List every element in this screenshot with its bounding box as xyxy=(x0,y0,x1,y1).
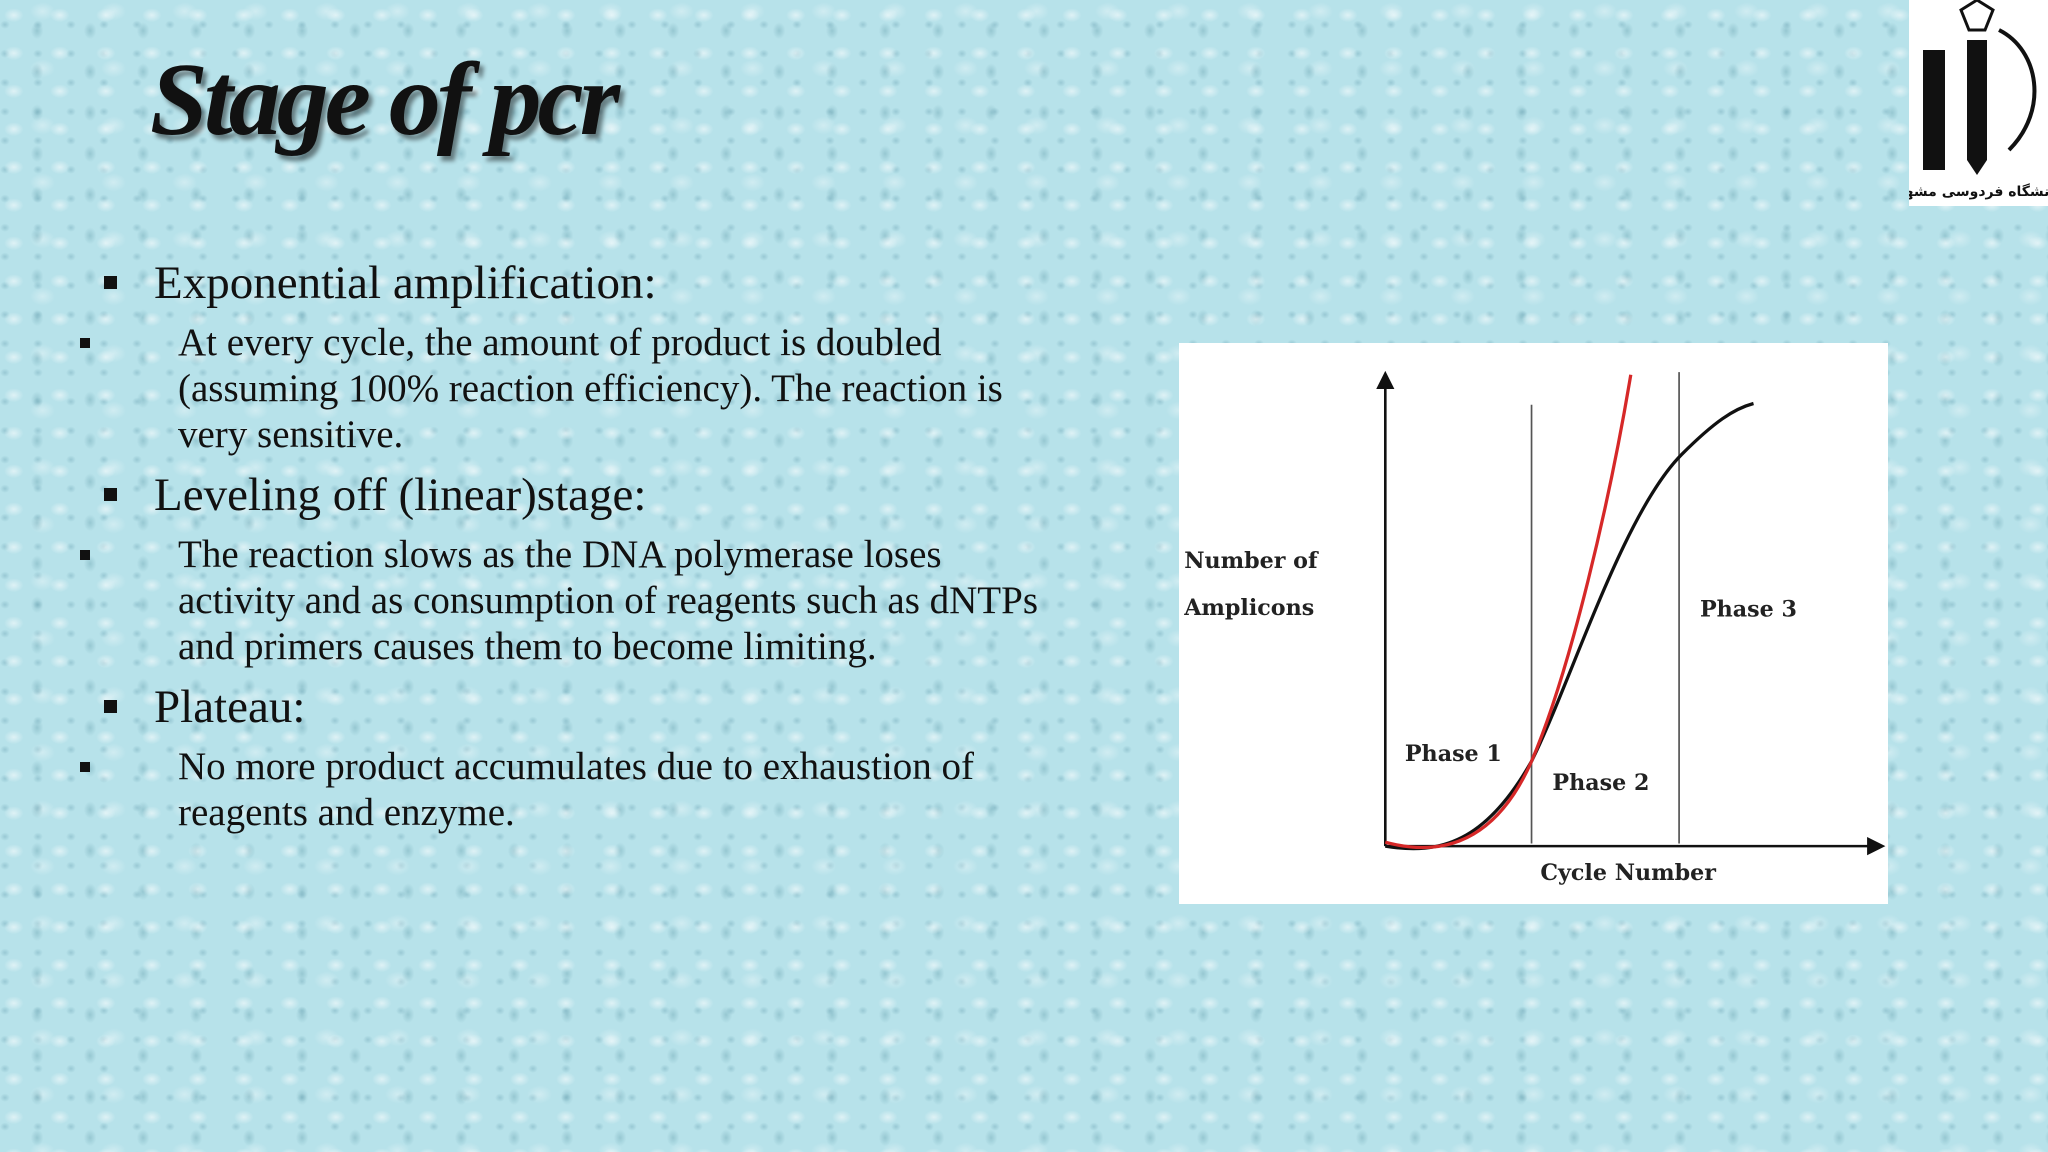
sub-bullet: No more product accumulates due to exhau… xyxy=(100,744,1058,836)
x-axis-label: Cycle Number xyxy=(1540,860,1716,886)
exponential-curve xyxy=(1384,374,1633,850)
bullet-heading: Plateau: xyxy=(100,676,1120,738)
logo-pen xyxy=(1967,40,1987,175)
sub-bullet-list: No more product accumulates due to exhau… xyxy=(100,744,1120,836)
logo-nib xyxy=(1959,0,1995,32)
bullet-list: Exponential amplification: At every cycle… xyxy=(100,252,1120,842)
bullet-heading: Exponential amplification: xyxy=(100,252,1120,314)
phase-label: Phase 1 xyxy=(1405,741,1502,767)
y-axis-label: Amplicons xyxy=(1183,595,1314,621)
logo-text: دانشگاه فردوسی مشهد xyxy=(1909,183,2048,200)
phase-label: Phase 3 xyxy=(1700,596,1797,622)
sub-bullet-list: At every cycle, the amount of product is… xyxy=(100,320,1120,458)
logo-bar xyxy=(1923,50,1945,170)
bullet-heading: Leveling off (linear)stage: xyxy=(100,464,1120,526)
university-logo: دانشگاه فردوسی مشهد xyxy=(1909,0,2048,206)
sub-bullet: The reaction slows as the DNA polymerase… xyxy=(100,532,1058,670)
sub-bullet-list: The reaction slows as the DNA polymerase… xyxy=(100,532,1120,670)
y-axis-label: Number of xyxy=(1184,548,1319,574)
pcr-phase-figure: Number of Amplicons Phase 1 Phase 2 Phas… xyxy=(1179,343,1888,904)
sub-bullet: At every cycle, the amount of product is… xyxy=(100,320,1058,458)
actual-curve xyxy=(1385,401,1754,851)
slide-title: Stage of pcr xyxy=(150,42,620,157)
phase-label: Phase 2 xyxy=(1552,770,1649,796)
logo-arc xyxy=(1998,28,2037,152)
